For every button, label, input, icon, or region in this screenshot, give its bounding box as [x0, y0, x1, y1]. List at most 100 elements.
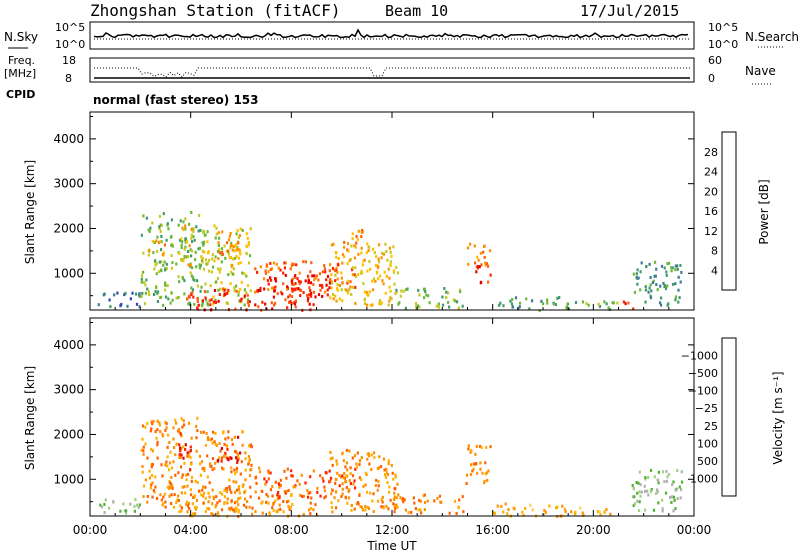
heatmap-cell: [237, 435, 240, 439]
heatmap-cell: [656, 490, 659, 494]
heatmap-cell: [394, 473, 397, 477]
heatmap-cell: [338, 474, 341, 478]
heatmap-cell: [338, 484, 341, 488]
heatmap-cell: [204, 510, 207, 514]
heatmap-cell: [142, 449, 145, 453]
heatmap-cell: [361, 508, 364, 512]
heatmap-cell: [673, 498, 676, 502]
heatmap-cell: [353, 273, 356, 277]
heatmap-cell: [671, 282, 675, 286]
heatmap-cell: [278, 483, 281, 486]
heatmap-cell: [388, 285, 391, 289]
heatmap-cell: [129, 297, 132, 301]
heatmap-cell: [153, 267, 156, 271]
heatmap-cell: [235, 506, 238, 510]
heatmap-cell: [272, 295, 275, 299]
heatmap-cell: [217, 299, 220, 303]
y-tick-label: 4000: [53, 132, 84, 146]
heatmap-cell: [279, 290, 283, 294]
heatmap-cell: [556, 296, 559, 300]
heatmap-cell: [652, 508, 656, 512]
heatmap-cell: [674, 488, 677, 492]
heatmap-cell: [158, 227, 161, 231]
heatmap-cell: [156, 249, 159, 253]
heatmap-cell: [217, 459, 220, 463]
colorbar-frame: [721, 131, 737, 291]
heatmap-cell: [661, 507, 664, 511]
heatmap-cell: [332, 293, 335, 296]
heatmap-cell: [367, 454, 371, 458]
heatmap-cell: [180, 434, 183, 438]
heatmap-cell: [177, 275, 180, 279]
heatmap-cell: [359, 505, 362, 509]
heatmap-cell: [479, 461, 482, 465]
heatmap-cell: [478, 265, 481, 269]
heatmap-cell: [672, 495, 675, 499]
heatmap-cell: [153, 293, 156, 296]
heatmap-cell: [192, 229, 195, 233]
heatmap-cell: [419, 499, 422, 503]
heatmap-cell: [206, 303, 210, 307]
colorbar-tick-label: 28: [704, 146, 718, 159]
heatmap-cell: [182, 277, 185, 281]
heatmap-cell: [377, 266, 380, 270]
heatmap-cell: [279, 268, 282, 272]
heatmap-cell: [248, 505, 251, 509]
heatmap-cell: [155, 239, 158, 243]
heatmap-cell: [254, 510, 257, 513]
heatmap-cell: [233, 286, 236, 290]
heatmap-cell: [413, 501, 416, 505]
heatmap-cell: [542, 513, 545, 517]
heatmap-cell: [317, 278, 320, 282]
heatmap-cell: [206, 454, 209, 458]
heatmap-cell: [183, 423, 186, 427]
heatmap-cell: [202, 494, 205, 498]
heatmap-cell: [146, 456, 149, 460]
heatmap-cell: [264, 302, 267, 306]
heatmap-cell: [321, 285, 324, 289]
heatmap-cell: [443, 287, 446, 290]
heatmap-cell: [163, 492, 166, 496]
heatmap-cell: [366, 457, 369, 461]
heatmap-cell: [246, 244, 249, 248]
heatmap-cell: [341, 482, 344, 486]
heatmap-cell: [309, 501, 312, 505]
heatmap-cell: [208, 481, 211, 485]
heatmap-cell: [211, 502, 214, 506]
heatmap-cell: [671, 483, 674, 487]
heatmap-cell: [276, 497, 279, 501]
heatmap-cell: [631, 484, 634, 487]
heatmap-cell: [636, 282, 639, 286]
heatmap-cell: [650, 289, 653, 293]
heatmap-cell: [418, 498, 421, 502]
heatmap-cell: [307, 281, 310, 285]
heatmap-cell: [639, 483, 642, 487]
heatmap-cell: [394, 487, 397, 491]
heatmap-cell: [364, 483, 367, 487]
colorbar-tick-label: 20: [704, 185, 718, 198]
heatmap-cell: [288, 293, 291, 297]
heatmap-cell: [242, 503, 246, 507]
heatmap-cell: [244, 451, 247, 455]
heatmap-cell: [148, 249, 151, 253]
heatmap-cell: [168, 441, 171, 444]
heatmap-cell: [237, 248, 240, 251]
heatmap-cell: [393, 510, 396, 514]
heatmap-cell: [587, 303, 590, 307]
heatmap-cell: [467, 262, 470, 266]
heatmap-cell: [380, 256, 383, 260]
heatmap-cell: [257, 305, 260, 309]
heatmap-cell: [290, 302, 293, 305]
heatmap-cell: [264, 269, 267, 273]
heatmap-cell: [237, 236, 240, 239]
heatmap-cell: [369, 491, 372, 495]
heatmap-cell: [676, 267, 679, 271]
heatmap-cell: [165, 460, 168, 464]
heatmap-cell: [230, 470, 233, 474]
heatmap-cell: [160, 235, 163, 238]
heatmap-cell: [632, 495, 635, 499]
heatmap-cell: [239, 252, 242, 256]
heatmap-cell: [184, 443, 187, 447]
heatmap-cell: [261, 511, 264, 515]
